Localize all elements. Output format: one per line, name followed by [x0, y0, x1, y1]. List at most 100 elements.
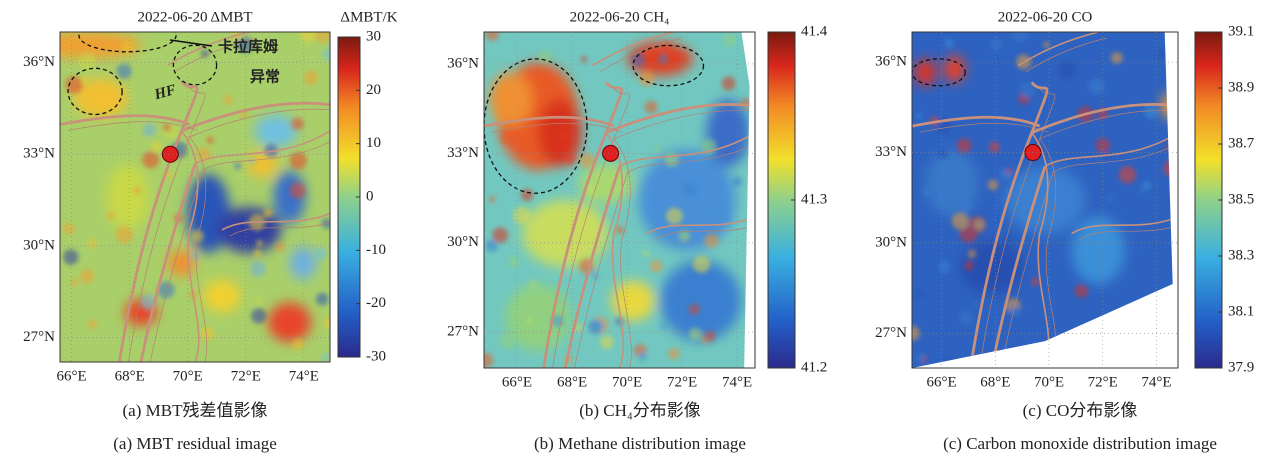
fault-line-minor: [600, 37, 682, 72]
fault-line-minor: [627, 138, 750, 173]
noise: [151, 141, 162, 152]
fault-line-minor: [613, 138, 632, 368]
noise: [508, 256, 520, 268]
fault-line: [591, 32, 674, 67]
noise: [721, 76, 736, 91]
noise: [79, 269, 95, 284]
epicenter: [161, 145, 179, 163]
anomaly-outline: [632, 44, 705, 87]
noise: [959, 225, 978, 243]
colorbar-tick-label: 30: [366, 28, 381, 44]
map-patch: [914, 58, 936, 86]
noise: [322, 47, 330, 61]
noise: [1106, 194, 1114, 203]
map-texture: [914, 55, 1173, 295]
map-patch: [216, 206, 282, 254]
noise: [1019, 81, 1036, 98]
colorbar-tick-label: 0: [366, 188, 374, 204]
fault-line: [221, 212, 330, 231]
colorbar-tick-label: 41.2: [801, 359, 827, 375]
noise: [588, 319, 604, 335]
anomaly-outline: [912, 58, 966, 87]
fault-line-minor: [1079, 222, 1173, 240]
colorbar-tick-label: 10: [366, 135, 381, 151]
noise: [263, 208, 273, 219]
noise: [321, 353, 330, 362]
noise: [492, 227, 509, 244]
caption-zh: (a) MBT残差值影像: [123, 401, 268, 420]
noise: [989, 351, 1008, 368]
noise: [88, 319, 98, 329]
fault-line: [60, 114, 191, 126]
x-tick-label: 74°E: [1141, 374, 1171, 390]
noise: [528, 280, 538, 289]
noise: [70, 278, 79, 287]
map: [60, 32, 330, 362]
noise: [944, 38, 954, 49]
annotation: HF: [152, 82, 178, 103]
noise: [704, 330, 716, 342]
noise: [987, 179, 999, 191]
x-tick-label: 66°E: [502, 374, 532, 390]
noise: [574, 323, 583, 332]
panel-title: 2022-06-20 CH₄: [570, 9, 670, 25]
fault-line-minor: [919, 122, 1048, 133]
x-tick-label: 72°E: [667, 374, 697, 390]
fault-line: [484, 115, 615, 128]
x-tick-label: 74°E: [722, 374, 752, 390]
noise: [1095, 138, 1111, 153]
colorbar-tick-label: -30: [366, 348, 386, 364]
noise: [133, 186, 141, 194]
noise: [488, 196, 496, 203]
noise: [658, 53, 669, 64]
noise: [678, 230, 691, 242]
noise: [666, 207, 683, 225]
x-tick-label: 66°E: [926, 374, 956, 390]
map-texture: [489, 42, 750, 352]
noise: [513, 206, 531, 225]
noise: [314, 32, 330, 43]
y-tick-label: 27°N: [23, 329, 55, 345]
fault-line: [542, 81, 623, 368]
map-patch: [1005, 166, 1085, 234]
fault-line: [563, 165, 621, 368]
fault-line-minor: [202, 136, 330, 171]
noise: [86, 238, 97, 249]
x-tick-label: 72°E: [231, 368, 261, 384]
fault-line: [605, 132, 625, 368]
fault-line-minor: [654, 222, 750, 240]
noise: [499, 332, 516, 349]
noise: [915, 352, 925, 363]
noise: [223, 94, 233, 105]
noise: [116, 63, 132, 79]
fault-line-minor: [127, 87, 206, 362]
anomaly-outline: [172, 44, 218, 86]
noise: [561, 131, 569, 140]
noise: [1143, 104, 1159, 119]
noise: [591, 272, 599, 280]
noise: [254, 296, 263, 305]
noise: [638, 352, 647, 361]
map: [484, 32, 750, 368]
noise: [664, 152, 679, 167]
map-patch: [254, 114, 298, 148]
caption-zh: (b) CH₄分布影像: [579, 401, 701, 420]
map-patch: [706, 99, 750, 167]
x-tick-label: 72°E: [1088, 374, 1118, 390]
noise: [205, 277, 212, 285]
map-patch: [60, 32, 141, 59]
fault-line-minor: [175, 37, 258, 72]
noise: [916, 112, 923, 119]
map-patch: [611, 280, 655, 321]
colorbar-tick-label: 39.1: [1228, 23, 1254, 39]
noise: [704, 233, 719, 248]
y-tick-label: 36°N: [23, 54, 55, 70]
colorbar-tick-label: 38.5: [1228, 191, 1254, 207]
noise: [1010, 32, 1029, 43]
noise: [206, 136, 214, 144]
noise: [1118, 166, 1137, 184]
noise: [1138, 187, 1145, 194]
y-tick-label: 33°N: [23, 146, 55, 162]
noise: [564, 152, 577, 165]
noise: [1031, 277, 1040, 286]
